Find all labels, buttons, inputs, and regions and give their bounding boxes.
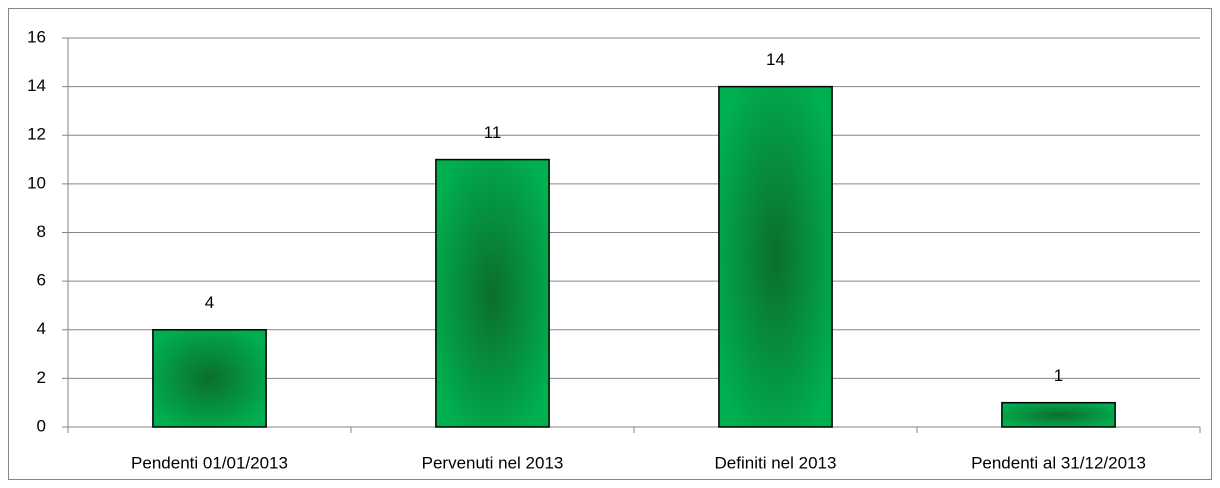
y-tick-label: 16 [27,27,46,46]
data-label: 4 [205,293,214,312]
data-label: 1 [1054,366,1063,385]
x-tick-label: Pendenti 01/01/2013 [131,453,288,472]
x-tick-label: Pervenuti nel 2013 [422,453,564,472]
y-tick-label: 4 [37,319,46,338]
y-tick-label: 14 [27,76,46,95]
data-label: 11 [484,123,502,142]
bar [718,85,833,428]
bar [435,158,550,428]
x-tick-label: Pendenti al 31/12/2013 [971,453,1146,472]
y-tick-label: 8 [37,222,46,241]
y-tick-label: 12 [27,125,46,144]
y-tick-label: 0 [37,416,46,435]
y-tick-label: 10 [27,173,46,192]
x-tick-label: Definiti nel 2013 [715,453,837,472]
y-tick-label: 6 [37,271,46,290]
bar [152,329,267,428]
data-label: 14 [766,50,785,69]
bar [1001,401,1116,428]
y-tick-label: 2 [37,368,46,387]
